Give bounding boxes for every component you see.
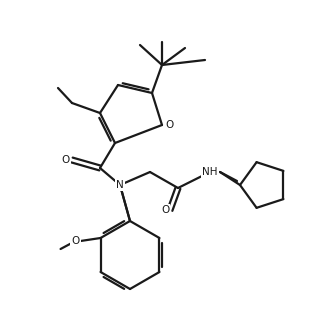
Text: O: O — [161, 205, 169, 215]
Text: O: O — [71, 236, 80, 246]
Text: O: O — [62, 155, 70, 165]
Text: NH: NH — [202, 167, 218, 177]
Text: O: O — [165, 120, 173, 130]
Text: N: N — [116, 180, 124, 190]
